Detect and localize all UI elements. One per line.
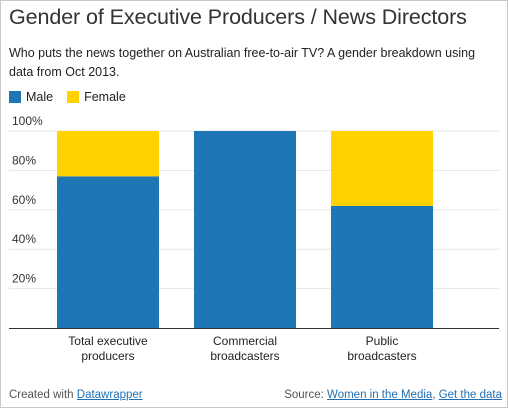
y-tick-label-80: 80% bbox=[12, 153, 36, 167]
legend-label-female: Female bbox=[84, 90, 126, 104]
source-separator: , bbox=[432, 389, 439, 401]
bar-female-2 bbox=[331, 131, 433, 206]
x-tick-label-0-0: Total executive bbox=[68, 334, 148, 348]
bar-male-1 bbox=[194, 131, 296, 328]
legend-item-male: Male bbox=[9, 90, 53, 104]
y-tick-label-100: 100% bbox=[12, 114, 43, 128]
bar-male-2 bbox=[331, 205, 433, 328]
bar-male-0 bbox=[57, 176, 159, 328]
bar-chart: 20% 40% 60% 80% 100% Total executiveproducers… bbox=[9, 114, 499, 363]
x-tick-label-2-0: Public bbox=[366, 334, 399, 348]
chart-title: Gender of Executive Producers / News Dir… bbox=[9, 5, 467, 29]
source-prefix: Source: bbox=[284, 389, 328, 401]
legend-swatch-female bbox=[67, 91, 80, 103]
y-tick-label-40: 40% bbox=[12, 232, 36, 246]
legend-item-female: Female bbox=[67, 90, 126, 104]
credit-prefix: Created with bbox=[9, 389, 77, 401]
legend-label-male: Male bbox=[26, 90, 54, 104]
chart-subtitle: Who puts the news together on Australian… bbox=[9, 46, 476, 79]
legend-swatch-male bbox=[9, 91, 21, 103]
chart-legend: Male Female bbox=[9, 90, 140, 104]
footer-credit: Created with Datawrapper bbox=[9, 389, 143, 401]
source-link[interactable]: Women in the Media bbox=[327, 389, 433, 401]
x-tick-label-0-1: producers bbox=[81, 349, 134, 363]
bar-female-0 bbox=[57, 131, 159, 177]
x-tick-label-2-1: broadcasters bbox=[347, 349, 416, 363]
y-tick-label-60: 60% bbox=[12, 193, 36, 207]
datawrapper-link[interactable]: Datawrapper bbox=[76, 389, 143, 401]
footer-source: Source: Women in the Media, Get the data bbox=[284, 389, 502, 401]
y-tick-label-20: 20% bbox=[12, 272, 36, 286]
x-tick-label-1-0: Commercial bbox=[213, 334, 277, 348]
get-data-link[interactable]: Get the data bbox=[438, 389, 502, 401]
x-tick-label-1-1: broadcasters bbox=[210, 349, 279, 363]
